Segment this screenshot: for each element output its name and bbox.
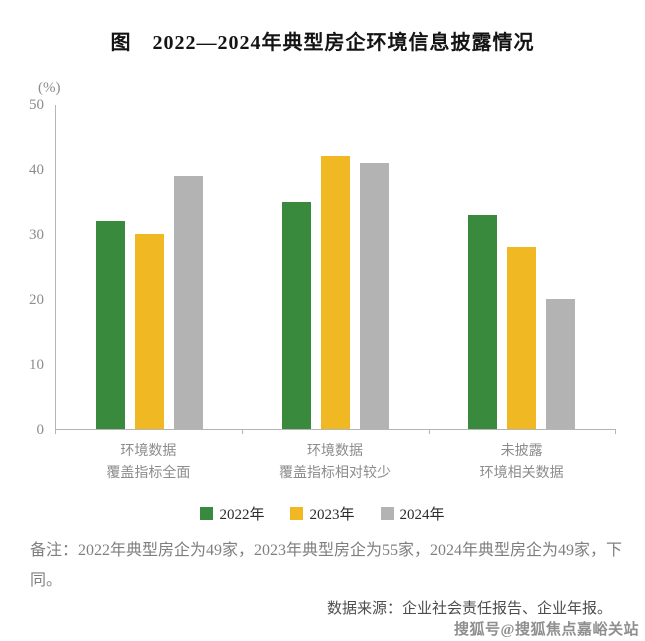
bar-groups xyxy=(56,105,615,429)
source-text: 数据来源：企业社会责任报告、企业年报。 xyxy=(326,601,612,617)
bar-2022年-group3 xyxy=(468,214,498,429)
legend-label: 2024年 xyxy=(399,507,445,523)
note-text: 备注：2022年典型房企为49家，2023年典型房企为55家，2024年典型房企… xyxy=(30,542,623,589)
y-tick-label: 0 xyxy=(36,422,45,438)
bar-2022年-group2 xyxy=(281,201,311,429)
bar-group xyxy=(95,105,203,429)
legend-label: 2022年 xyxy=(219,507,265,523)
bar-2024年-group3 xyxy=(546,299,576,429)
legend: 2022年 2023年 2024年 xyxy=(0,503,645,524)
legend-item-2023年: 2023年 xyxy=(290,503,355,524)
plot-area xyxy=(55,105,616,434)
bar-group xyxy=(281,105,389,429)
y-tick-label: 10 xyxy=(29,357,44,373)
bar-2024年-group1 xyxy=(173,175,203,429)
y-tick-label: 50 xyxy=(29,97,44,113)
x-axis-tick xyxy=(428,429,430,434)
x-axis-tick xyxy=(242,429,244,434)
y-tick-label: 30 xyxy=(29,227,44,243)
bar-2023年-group2 xyxy=(320,156,350,429)
legend-item-2024年: 2024年 xyxy=(380,503,445,524)
y-tick-label: 20 xyxy=(29,292,44,308)
category-label: 环境数据 覆盖指标全面 xyxy=(106,444,191,481)
y-axis-labels: 0 10 20 30 40 50 xyxy=(18,97,50,438)
x-axis-tick xyxy=(615,429,616,434)
watermark-text: 搜狐号@搜狐焦点嘉峪关站 xyxy=(454,622,639,638)
legend-label: 2023年 xyxy=(309,507,355,523)
legend-swatch xyxy=(290,507,304,520)
bar-2023年-group3 xyxy=(507,247,537,429)
x-axis-tick xyxy=(55,429,56,434)
bar-2022年-group1 xyxy=(95,221,125,429)
chart-title: 图 2022—2024年典型房企环境信息披露情况 xyxy=(110,32,535,54)
bar-2024年-group2 xyxy=(359,162,389,429)
y-axis-unit-label: (%) xyxy=(38,80,61,96)
category-labels: 环境数据 覆盖指标全面 环境数据 覆盖指标相对较少 未披露 环境相关数据 xyxy=(55,441,615,484)
y-tick-label: 40 xyxy=(29,162,44,178)
category-label: 环境数据 覆盖指标相对较少 xyxy=(278,444,391,481)
legend-item-2022年: 2022年 xyxy=(200,503,264,524)
bar-group xyxy=(468,105,576,429)
bar-2023年-group1 xyxy=(134,234,164,429)
category-label: 未披露 环境相关数据 xyxy=(479,444,564,481)
legend-swatch xyxy=(380,507,394,520)
legend-swatch xyxy=(200,507,214,520)
